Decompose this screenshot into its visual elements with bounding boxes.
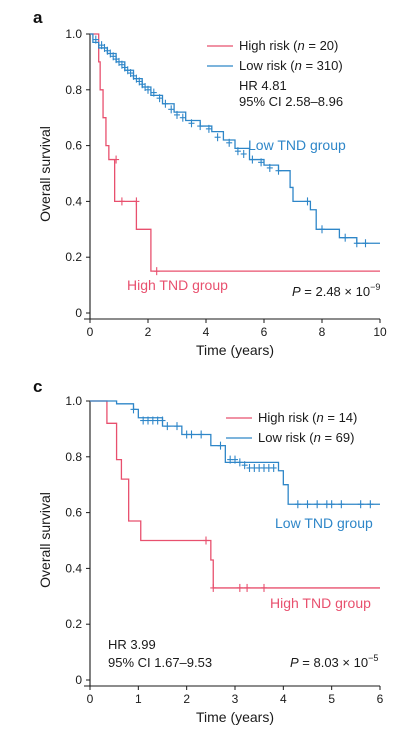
y-tick-label: 0.2 [65,617,82,631]
x-tick-label: 4 [280,692,287,706]
x-tick-label: 6 [261,325,268,339]
y-tick-label: 0.6 [65,506,82,520]
x-tick-label: 1 [135,692,142,706]
panel-a-axes: 0 0.2 0.4 0.6 0.8 1.0 0 2 4 6 8 10 [65,27,387,339]
panel-c-ylabel: Overall survival [37,492,53,588]
panel-a-hazard-ratio: HR 4.81 [239,78,287,93]
panel-a-confidence-interval: 95% CI 2.58–8.96 [239,94,343,109]
panel-c-low-group-label: Low TND group [275,515,373,531]
high-risk-survival-curve [90,400,380,589]
panel-c-p-value: P = 8.03 × 10−5 [290,653,378,670]
x-tick-label: 4 [203,325,210,339]
y-tick-label: 1.0 [65,394,82,408]
legend-low-risk-label: Low risk (n = 310) [239,58,343,73]
x-tick-label: 3 [232,692,239,706]
panel-c-axes: 0 0.2 0.4 0.6 0.8 1.0 0 1 2 3 4 5 6 [65,394,383,706]
y-tick-label: 1.0 [65,27,82,41]
panel-a-legend: High risk (n = 20) Low risk (n = 310) HR… [207,38,343,109]
panel-c-confidence-interval: 95% CI 1.67–9.53 [108,655,212,670]
x-tick-label: 5 [328,692,335,706]
high-risk-survival-curve [90,33,380,272]
panel-c-curves [90,400,380,592]
panel-a-curves [90,33,380,276]
y-tick-label: 0.4 [65,561,82,575]
panel-c-letter: c [33,377,42,396]
panel-a-xlabel: Time (years) [196,342,274,358]
panel-c: c Overall survival Time (years) 00.20.40… [33,377,384,725]
panel-c-legend: High risk (n = 14) Low risk (n = 69) [226,410,357,445]
panel-c-xlabel: Time (years) [196,709,274,725]
x-tick-label: 8 [319,325,326,339]
x-tick-label: 2 [145,325,152,339]
y-tick-label: 0 [75,306,82,320]
panel-c-high-group-label: High TND group [270,595,371,611]
x-tick-label: 10 [373,325,387,339]
y-tick-label: 0.4 [65,194,82,208]
legend-high-risk-label: High risk (n = 14) [258,410,357,425]
y-tick-label: 0.6 [65,139,82,153]
y-tick-label: 0.2 [65,250,82,264]
legend-high-risk-label: High risk (n = 20) [239,38,338,53]
y-tick-label: 0.8 [65,450,82,464]
panel-a: a Overall survival Time (years) 00.20.40… [33,8,387,358]
panel-c-hazard-ratio: HR 3.99 [108,637,156,652]
legend-low-risk-label: Low risk (n = 69) [258,430,354,445]
x-tick-label: 2 [183,692,190,706]
panel-a-p-value: P = 2.48 × 10−9 [292,282,380,299]
panel-a-ylabel: Overall survival [37,126,53,222]
y-tick-label: 0.8 [65,83,82,97]
panel-a-letter: a [33,8,43,27]
x-tick-label: 0 [87,325,94,339]
panel-a-low-group-label: Low TND group [248,137,346,153]
x-tick-label: 0 [87,692,94,706]
panel-a-high-group-label: High TND group [127,277,228,293]
x-tick-label: 6 [377,692,384,706]
y-tick-label: 0 [75,673,82,687]
